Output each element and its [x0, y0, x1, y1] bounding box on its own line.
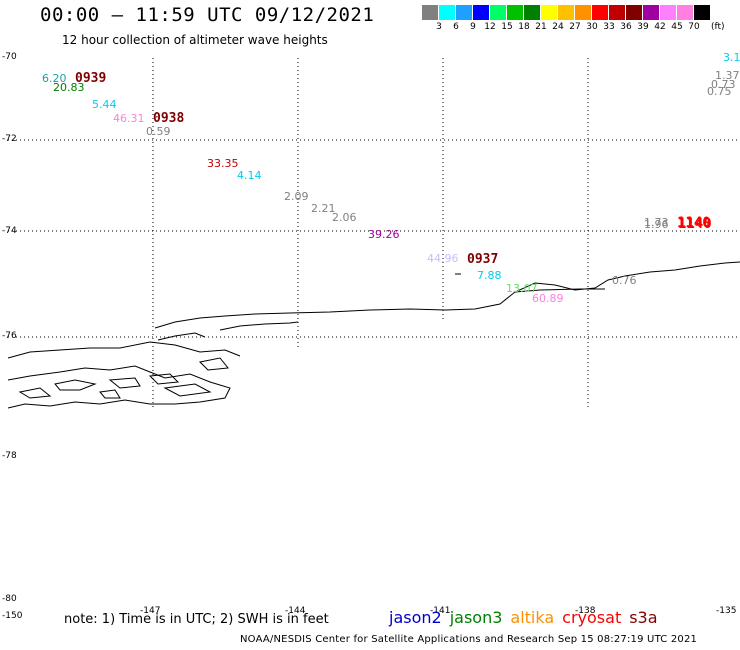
lon-label-135: -135 [716, 606, 737, 616]
wave-height-label: 1140 [678, 216, 712, 232]
satellite-legend-item: s3a [629, 608, 658, 627]
colorbar-swatch [456, 5, 473, 20]
colorbar-label: 18 [518, 22, 530, 32]
lon-label-144: -144 [285, 606, 306, 616]
map-subtitle: 12 hour collection of altimeter wave hei… [62, 33, 328, 47]
wave-height-label: 6.20 [42, 72, 67, 85]
wave-height-label: 0.59 [146, 125, 171, 138]
colorbar-swatch [422, 5, 439, 20]
colorbar-swatch [524, 5, 541, 20]
colorbar-label: 70 [688, 22, 700, 32]
colorbar-legend [422, 5, 711, 20]
wave-height-label: 0938 [153, 111, 184, 126]
colorbar-label: 36 [620, 22, 632, 32]
colorbar-swatch [439, 5, 456, 20]
colorbar-label: 39 [637, 22, 649, 32]
colorbar-label: 33 [603, 22, 615, 32]
wave-height-label: 1140 [677, 215, 711, 231]
wave-height-label: 3.1 [723, 51, 740, 64]
colorbar-labels: 3 6 9 12 15 18 21 24 27 30 33 36 39 42 45 70 [422, 22, 740, 34]
lat-label-78: -78 [2, 451, 17, 461]
colorbar-label: 21 [535, 22, 547, 32]
satellite-legend-item: altika [510, 608, 555, 627]
colorbar-swatch [626, 5, 643, 20]
colorbar-label: 27 [569, 22, 581, 32]
wave-height-label: 2.06 [332, 211, 357, 224]
wave-height-label: 0937 [467, 252, 498, 267]
satellite-legend-item: cryosat [562, 608, 622, 627]
wave-height-label: 20.83 [53, 81, 85, 94]
colorbar-label: 42 [654, 22, 666, 32]
wave-height-label: 5.44 [92, 98, 117, 111]
map-title: 00:00 – 11:59 UTC 09/12/2021 [40, 4, 375, 26]
satellite-legend-item: jason2 [389, 608, 442, 627]
colorbar-swatch [575, 5, 592, 20]
colorbar-swatch [609, 5, 626, 20]
colorbar-label: 15 [501, 22, 513, 32]
satellite-legend: jason2 jason3 altika cryosat s3a [389, 608, 658, 627]
footer-note: note: 1) Time is in UTC; 2) SWH is in fe… [64, 612, 329, 627]
colorbar-swatch [490, 5, 507, 20]
colorbar-label: 6 [453, 22, 459, 32]
colorbar-label: 12 [484, 22, 496, 32]
wave-height-label: 0.76 [612, 274, 637, 287]
wave-height-label: 7.88 [477, 269, 502, 282]
lon-label-138: -138 [575, 606, 596, 616]
lon-label-150: -150 [2, 611, 23, 621]
wave-height-label: 46.31 [113, 112, 145, 125]
colorbar-label: 30 [586, 22, 598, 32]
lon-label-141: -141 [430, 606, 451, 616]
colorbar-swatch [558, 5, 575, 20]
colorbar-swatch [660, 5, 677, 20]
wave-height-label: 0939 [75, 71, 106, 86]
lon-label-147: -147 [140, 606, 161, 616]
footer-credit: NOAA/NESDIS Center for Satellite Applica… [240, 634, 698, 645]
colorbar-label: 24 [552, 22, 564, 32]
wave-height-label: 1.73 [644, 216, 669, 229]
colorbar-swatch [677, 5, 694, 20]
colorbar-swatch [507, 5, 524, 20]
wave-height-label: 2.21 [311, 202, 336, 215]
wave-height-label: 2.09 [284, 190, 309, 203]
wave-height-label: 1.96 [644, 218, 669, 231]
wave-height-label: 60.89 [532, 292, 564, 305]
lat-label-72: -72 [2, 134, 17, 144]
wave-height-label: 0.73 [711, 78, 736, 91]
lat-label-76: -76 [2, 331, 17, 341]
lat-label-80: -80 [2, 594, 17, 604]
colorbar-swatch [694, 5, 711, 20]
lat-label-74: -74 [2, 226, 17, 236]
colorbar-unit: (ft) [711, 22, 725, 32]
colorbar-swatch [541, 5, 558, 20]
colorbar-swatch [473, 5, 490, 20]
coastline [7, 261, 740, 409]
colorbar-label: 3 [436, 22, 442, 32]
lat-lon-grid [8, 58, 740, 408]
wave-height-label: 13.07 [506, 282, 538, 295]
colorbar-label: 45 [671, 22, 683, 32]
wave-height-label: 1.37 [715, 69, 740, 82]
wave-height-label: 33.35 [207, 157, 239, 170]
colorbar-swatch [643, 5, 660, 20]
wave-height-label: 44.96 [427, 252, 459, 265]
lat-label-70: -70 [2, 52, 17, 62]
satellite-legend-item: jason3 [449, 608, 503, 627]
colorbar-swatch [592, 5, 609, 20]
wave-height-label: 4.14 [237, 169, 262, 182]
wave-height-label: 0.75 [707, 85, 732, 98]
wave-height-label: 39.26 [368, 228, 400, 241]
colorbar-label: 9 [470, 22, 476, 32]
